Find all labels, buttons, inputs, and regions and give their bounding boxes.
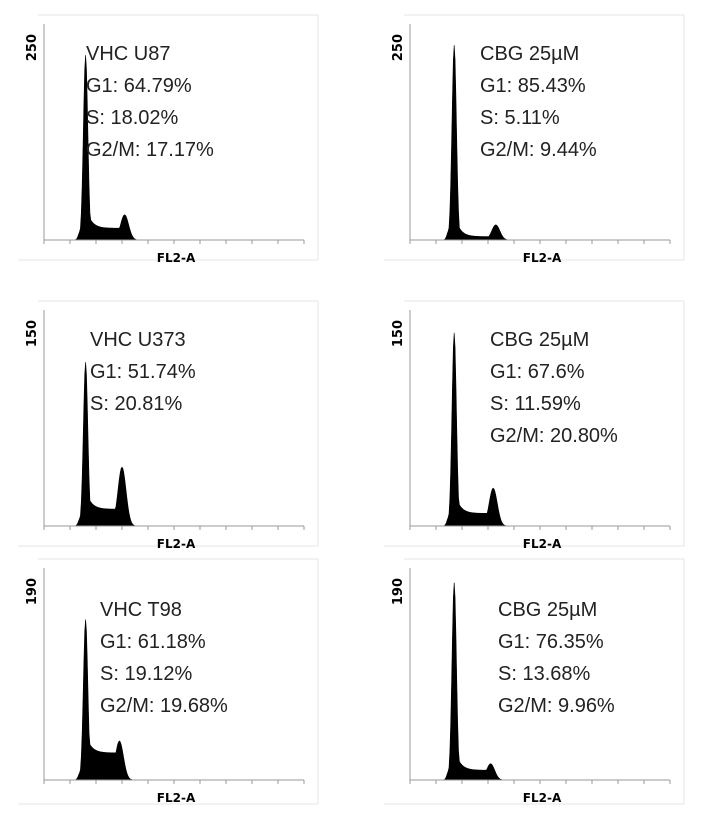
phase-percentage: G1: 67.6% — [490, 361, 585, 383]
histogram-panel: 190 FL2-A VHC T98 G1: 61.18% S: 19.12% G2/M: … — [8, 558, 328, 808]
sample-title: CBG 25µM — [498, 599, 597, 621]
histogram-area — [44, 362, 304, 527]
phase-percentage: S: 11.59% — [490, 393, 581, 415]
sample-title: VHC U87 — [86, 43, 170, 65]
phase-percentage: G2/M: 20.80% — [490, 425, 618, 447]
phase-percentage: S: 5.11% — [480, 107, 560, 129]
y-max-tick-label: 250 — [25, 34, 40, 61]
y-max-tick-label: 190 — [391, 578, 406, 605]
phase-percentage: G2/M: 19.68% — [100, 695, 228, 717]
x-axis-label: FL2-A — [157, 791, 196, 805]
y-max-tick-label: 250 — [391, 34, 406, 61]
sample-title: VHC U373 — [90, 329, 186, 351]
histogram-svg: 150 FL2-A CBG 25µM G1: 67.6% S: 11.59% G2/M: … — [384, 300, 685, 551]
histogram-svg: 190 FL2-A CBG 25µM G1: 76.35% S: 13.68% G2/M:… — [384, 558, 685, 805]
phase-percentage: G2/M: 9.44% — [480, 139, 597, 161]
histogram-svg: 250 FL2-A CBG 25µM G1: 85.43% S: 5.11% G2/M: … — [384, 14, 685, 265]
y-max-tick-label: 190 — [25, 578, 40, 605]
histogram-svg: 250 FL2-A VHC U87 G1: 64.79% S: 18.02% G2/M: … — [18, 14, 319, 265]
histogram-panel: 150 FL2-A CBG 25µM G1: 67.6% S: 11.59% G2/M: … — [374, 300, 694, 551]
histogram-panel: 250 FL2-A VHC U87 G1: 64.79% S: 18.02% G2/M: … — [8, 14, 328, 265]
phase-percentage: G1: 64.79% — [86, 75, 192, 97]
phase-percentage: S: 19.12% — [100, 663, 193, 685]
phase-percentage: S: 13.68% — [498, 663, 591, 685]
x-axis-label: FL2-A — [523, 537, 562, 551]
histogram-panel: 150 FL2-A VHC U373 G1: 51.74% S: 20.81% — [8, 300, 328, 551]
phase-percentage: S: 18.02% — [86, 107, 179, 129]
histogram-svg: 190 FL2-A VHC T98 G1: 61.18% S: 19.12% G2/M: … — [18, 558, 319, 805]
phase-percentage: G1: 85.43% — [480, 75, 586, 97]
x-axis-label: FL2-A — [157, 537, 196, 551]
y-max-tick-label: 150 — [25, 320, 40, 347]
histogram-svg: 150 FL2-A VHC U373 G1: 51.74% S: 20.81% — [18, 300, 319, 551]
phase-percentage: G1: 51.74% — [90, 361, 196, 383]
x-axis-label: FL2-A — [157, 251, 196, 265]
phase-percentage: S: 20.81% — [90, 393, 183, 415]
sample-title: CBG 25µM — [490, 329, 589, 351]
y-max-tick-label: 150 — [391, 320, 406, 347]
x-axis-label: FL2-A — [523, 251, 562, 265]
histogram-panel: 250 FL2-A CBG 25µM G1: 85.43% S: 5.11% G2/M: … — [374, 14, 694, 265]
phase-percentage: G1: 76.35% — [498, 631, 604, 653]
phase-percentage: G2/M: 9.96% — [498, 695, 615, 717]
phase-percentage: G1: 61.18% — [100, 631, 206, 653]
x-axis-label: FL2-A — [523, 791, 562, 805]
sample-title: CBG 25µM — [480, 43, 579, 65]
histogram-panel: 190 FL2-A CBG 25µM G1: 76.35% S: 13.68% G2/M:… — [374, 558, 694, 808]
sample-title: VHC T98 — [100, 599, 182, 621]
phase-percentage: G2/M: 17.17% — [86, 139, 214, 161]
